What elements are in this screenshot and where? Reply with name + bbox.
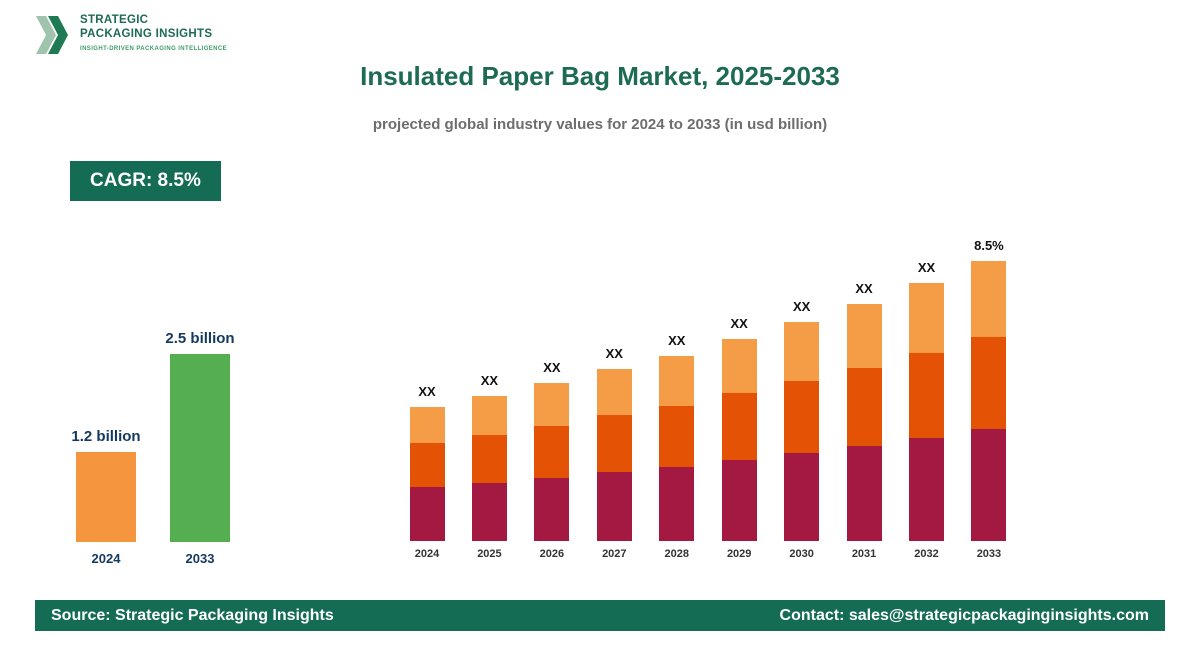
stacked-bar-group-2030: XX 2030 [783, 299, 821, 560]
stacked-segment [659, 467, 695, 541]
stacked-segment [971, 337, 1007, 429]
stacked-segment [721, 339, 757, 393]
stacked-year-label: 2025 [477, 548, 502, 560]
stacked-segment [409, 407, 445, 443]
stacked-bar-group-2033: 8.5% 2033 [970, 238, 1008, 560]
stacked-segment [596, 415, 632, 472]
stacked-bar-label: XX [855, 281, 873, 296]
stacked-year-label: 2032 [914, 548, 939, 560]
logo-text: STRATEGIC PACKAGING INSIGHTS INSIGHT-DRI… [80, 14, 227, 52]
stacked-segment [971, 261, 1007, 337]
stacked-bar-2030 [784, 322, 820, 541]
summary-value-label: 2.5 billion [165, 330, 235, 347]
summary-chart-bars: 1.2 billion 2024 2.5 billion 2033 [71, 330, 234, 566]
stacked-segment [409, 487, 445, 541]
stacked-segment [534, 383, 570, 426]
stacked-year-label: 2033 [976, 548, 1002, 560]
stacked-segment [471, 396, 507, 435]
stacked-segment [471, 483, 507, 541]
stacked-year-label: 2027 [602, 548, 627, 560]
page-subtitle: projected global industry values for 202… [372, 116, 828, 133]
logo-tagline: INSIGHT-DRIVEN PACKAGING INTELLIGENCE [80, 45, 228, 52]
stacked-segment [659, 356, 695, 406]
stacked-bar-label: XX [480, 373, 499, 388]
stacked-bar-2024 [409, 407, 445, 541]
logo-line-1: STRATEGIC [80, 14, 149, 26]
stacked-bar-2028 [659, 356, 695, 541]
footer-source: Source: Strategic Packaging Insights [51, 606, 334, 624]
stacked-bar-group-2026: XX 2026 [533, 360, 571, 560]
summary-value-label: 1.2 billion [71, 428, 141, 445]
stacked-bar-label: XX [668, 333, 686, 348]
stacked-year-label: 2028 [664, 548, 689, 560]
stacked-bar-group-2027: XX 2027 [595, 346, 633, 560]
stacked-segment [784, 322, 820, 381]
stacked-bar-group-2029: XX 2029 [720, 316, 758, 560]
stacked-segment [784, 381, 820, 453]
stacked-chart: XX 2024 XX 2025 XX 2026 XX 2027 XX 2028 XX 2029 XX 20… [408, 238, 1008, 560]
stacked-segment [409, 443, 445, 487]
stacked-bar-label: XX [917, 260, 936, 275]
stacked-bar-group-2028: XX 2028 [658, 333, 696, 560]
logo-chevron-icon [36, 16, 68, 54]
summary-chart: 1.2 billion 2024 2.5 billion 2033 [71, 330, 234, 566]
stacked-bar-2029 [721, 339, 757, 541]
stacked-bar-2027 [596, 369, 632, 541]
stacked-bar-2026 [534, 383, 570, 541]
stacked-segment [846, 446, 882, 541]
summary-year-label: 2024 [91, 551, 121, 566]
stacked-year-label: 2026 [539, 548, 565, 560]
stacked-bar-label: XX [418, 384, 436, 399]
stacked-segment [659, 406, 695, 467]
stacked-year-label: 2030 [789, 548, 814, 560]
stacked-segment [784, 453, 820, 541]
stacked-segment [846, 304, 882, 368]
stacked-segment [846, 368, 882, 446]
stacked-bar-label: XX [543, 360, 561, 375]
stacked-segment [596, 472, 632, 541]
stacked-segment [534, 478, 570, 541]
stacked-bar-2033 [971, 261, 1007, 541]
stacked-year-label: 2024 [414, 548, 440, 560]
stacked-segment [909, 353, 944, 438]
stacked-year-label: 2031 [851, 548, 877, 560]
stacked-segment [721, 393, 757, 460]
stacked-segment [471, 435, 507, 483]
stacked-bar-group-2032: XX 2032 [908, 260, 946, 560]
stacked-segment [909, 438, 944, 541]
cagr-badge: CAGR: 8.5% [70, 161, 221, 201]
stacked-bar-label: XX [605, 346, 623, 361]
stacked-bar-group-2025: XX 2025 [470, 373, 508, 560]
page-title: Insulated Paper Bag Market, 2025-2033 [360, 61, 840, 92]
stacked-segment [721, 460, 757, 541]
logo: STRATEGIC PACKAGING INSIGHTS INSIGHT-DRI… [35, 14, 227, 56]
stacked-segment [909, 283, 944, 353]
summary-bar-group-2024: 1.2 billion 2024 [71, 428, 140, 566]
footer-contact: Contact: sales@strategicpackaginginsight… [779, 606, 1149, 624]
stacked-bar-2025 [471, 396, 507, 541]
stacked-year-label: 2029 [726, 548, 752, 560]
stacked-bar-group-2031: XX 2031 [845, 281, 883, 560]
stacked-bar-group-2024: XX 2024 [408, 384, 446, 560]
logo-line-2: PACKAGING INSIGHTS [80, 27, 213, 40]
summary-bar-2033 [170, 354, 230, 542]
stacked-bar-2031 [846, 304, 882, 541]
stacked-bar-label: 8.5% [974, 238, 1004, 253]
stacked-bar-label: XX [730, 316, 748, 331]
summary-bar-group-2033: 2.5 billion 2033 [165, 330, 234, 566]
stacked-bar-label: XX [792, 299, 811, 314]
stacked-chart-bars: XX 2024 XX 2025 XX 2026 XX 2027 XX 2028 XX 2029 XX 20… [408, 238, 1008, 560]
summary-year-label: 2033 [185, 551, 215, 566]
stacked-segment [596, 369, 632, 415]
stacked-segment [971, 429, 1007, 541]
stacked-bar-2032 [909, 283, 944, 541]
footer-bar: Source: Strategic Packaging Insights Con… [35, 600, 1165, 631]
summary-bar-2024 [76, 452, 136, 542]
stacked-segment [534, 426, 570, 478]
